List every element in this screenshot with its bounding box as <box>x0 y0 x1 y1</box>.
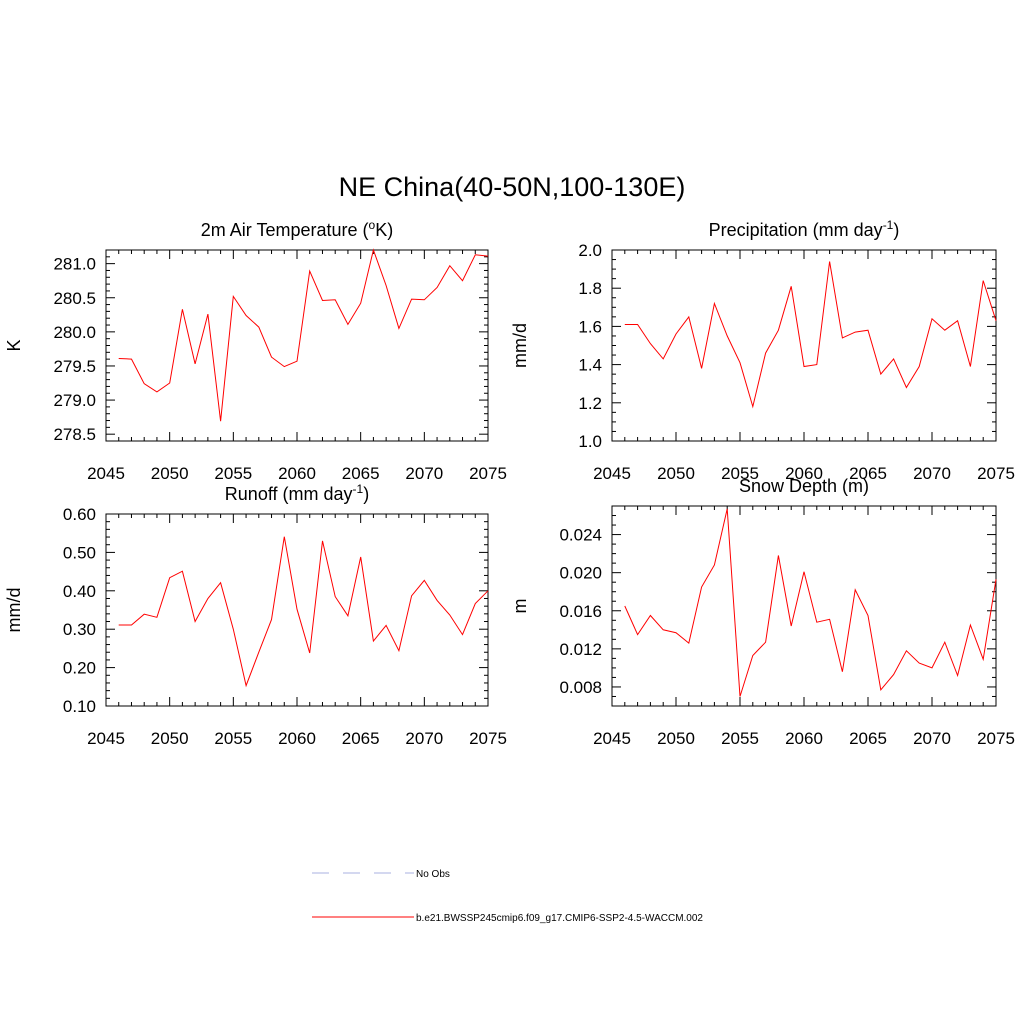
x-tick-label: 2075 <box>469 464 507 483</box>
panel-title-tail: ) <box>893 220 899 240</box>
y-tick-label: 0.020 <box>559 564 602 583</box>
panel-2: Precipitation (mm day-1) mm/d 2045 2050 2055… <box>510 218 1015 483</box>
panel-title: Precipitation (mm day-1) <box>709 218 900 240</box>
y-tick-label: 0.10 <box>63 697 96 716</box>
y-tick-label: 0.008 <box>559 678 602 697</box>
x-tick-label: 2045 <box>593 464 631 483</box>
y-tick-label: 0.024 <box>559 526 602 545</box>
y-tick-label: 0.60 <box>63 505 96 524</box>
y-tick-label: 280.5 <box>53 289 96 308</box>
legend-item-1: No Obs <box>312 869 450 880</box>
panel-title-main: Snow Depth (m) <box>739 476 869 496</box>
y-axis-label: mm/d <box>510 323 530 368</box>
x-tick-label: 2070 <box>913 464 951 483</box>
y-tick-label: 279.5 <box>53 357 96 376</box>
x-tick-label: 2070 <box>913 729 951 748</box>
x-tick-label: 2055 <box>214 729 252 748</box>
y-axis-label: mm/d <box>4 588 24 633</box>
x-tick-label: 2075 <box>977 464 1015 483</box>
x-tick-label: 2065 <box>849 729 887 748</box>
panel-title-main: Precipitation (mm day <box>709 220 883 240</box>
series-line-model <box>118 248 489 422</box>
x-tick-label: 2050 <box>657 729 695 748</box>
y-tick-label: 279.0 <box>53 391 96 410</box>
x-tick-label: 2045 <box>87 464 125 483</box>
panel-title-superscript: -1 <box>883 218 894 232</box>
panel-title-tail: ) <box>363 484 369 504</box>
y-axis-label: m <box>510 599 530 614</box>
y-tick-label: 280.0 <box>53 323 96 342</box>
plot-frame <box>105 249 489 442</box>
y-tick-label: 278.5 <box>53 425 96 444</box>
y-tick-label: 0.40 <box>63 582 96 601</box>
x-tick-label: 2055 <box>721 729 759 748</box>
x-tick-label: 2060 <box>785 464 823 483</box>
figure-title: NE China(40-50N,100-130E) <box>339 172 686 202</box>
x-tick-label: 2050 <box>657 464 695 483</box>
panel-title: Runoff (mm day-1) <box>225 482 369 504</box>
x-tick-label: 2060 <box>278 464 316 483</box>
x-tick-label: 2060 <box>278 729 316 748</box>
panels-group: 2m Air Temperature (oK) K 2045 2050 2055 2060… <box>4 218 1015 748</box>
x-tick-label: 2065 <box>342 729 380 748</box>
plot-frame <box>611 505 997 707</box>
x-tick-label: 2050 <box>151 729 189 748</box>
x-tick-label: 2055 <box>721 464 759 483</box>
x-tick-label: 2065 <box>342 464 380 483</box>
y-tick-label: 0.20 <box>63 659 96 678</box>
x-tick-label: 2065 <box>849 464 887 483</box>
y-tick-label: 1.4 <box>578 356 602 375</box>
x-tick-label: 2070 <box>405 729 443 748</box>
y-tick-label: 1.0 <box>578 432 602 451</box>
series-line-model <box>624 508 997 697</box>
y-tick-label: 1.6 <box>578 317 602 336</box>
legend-label: No Obs <box>416 869 450 880</box>
y-tick-label: 0.50 <box>63 543 96 562</box>
y-tick-label: 1.8 <box>578 279 602 298</box>
panel-title-superscript: o <box>369 218 376 232</box>
y-tick-label: 1.2 <box>578 394 602 413</box>
panel-title-main: Runoff (mm day <box>225 484 353 504</box>
x-tick-label: 2075 <box>977 729 1015 748</box>
series-line-model <box>118 536 489 688</box>
panel-title-tail: K) <box>375 220 393 240</box>
y-tick-label: 2.0 <box>578 241 602 260</box>
x-tick-label: 2045 <box>87 729 125 748</box>
x-tick-label: 2070 <box>405 464 443 483</box>
y-tick-label: 281.0 <box>53 255 96 274</box>
panel-title-superscript: -1 <box>353 482 364 496</box>
x-tick-label: 2045 <box>593 729 631 748</box>
y-tick-label: 0.012 <box>559 640 602 659</box>
x-tick-label: 2060 <box>785 729 823 748</box>
legend-item-2: b.e21.BWSSP245cmip6.f09_g17.CMIP6-SSP2-4… <box>312 913 703 924</box>
panel-title: Snow Depth (m) <box>739 476 869 496</box>
series-line-model <box>624 261 997 409</box>
x-tick-label: 2075 <box>469 729 507 748</box>
x-tick-label: 2055 <box>214 464 252 483</box>
legend: No Obs b.e21.BWSSP245cmip6.f09_g17.CMIP6-… <box>312 869 703 924</box>
panel-title-main: 2m Air Temperature ( <box>201 220 369 240</box>
y-tick-label: 0.30 <box>63 620 96 639</box>
x-tick-label: 2050 <box>151 464 189 483</box>
panel-4: Snow Depth (m) m 2045 2050 2055 2060 2065 2070 2… <box>510 476 1015 748</box>
legend-label: b.e21.BWSSP245cmip6.f09_g17.CMIP6-SSP2-4… <box>416 913 703 924</box>
panel-title: 2m Air Temperature (oK) <box>201 218 393 240</box>
y-tick-label: 0.016 <box>559 602 602 621</box>
panel-1: 2m Air Temperature (oK) K 2045 2050 2055 2060… <box>4 218 507 483</box>
panel-3: Runoff (mm day-1) mm/d 2045 2050 2055 2060 206… <box>4 482 507 748</box>
y-axis-label: K <box>4 339 24 351</box>
